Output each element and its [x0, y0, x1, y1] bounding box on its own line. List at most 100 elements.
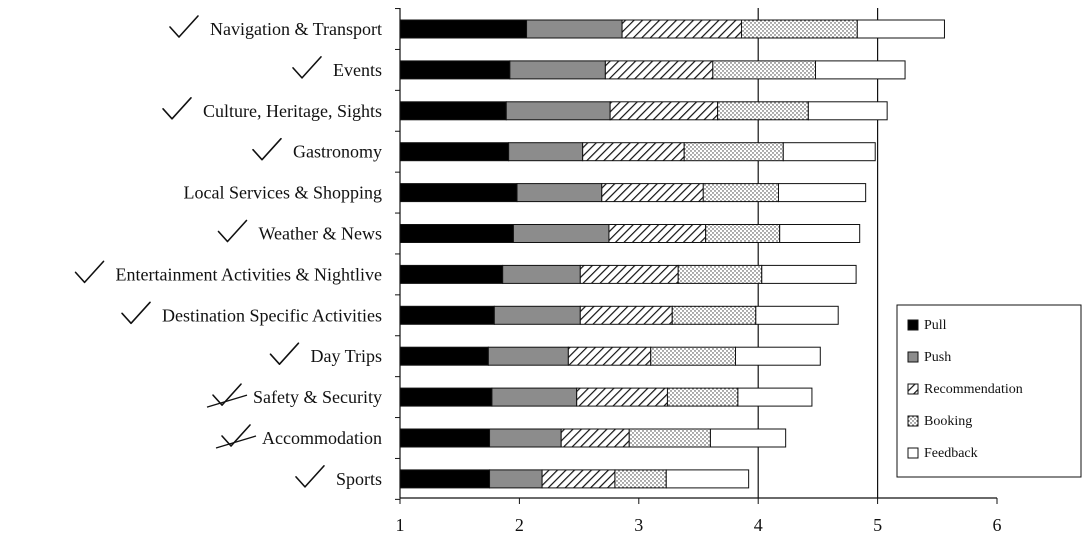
category-label: Gastronomy [293, 142, 382, 162]
struck-check-mark-icon [215, 424, 257, 449]
bar-segment-recommendation-5 [601, 183, 704, 203]
legend-swatch-recommendation [907, 383, 919, 395]
bar-segment-pull-4 [399, 142, 510, 162]
bar-segment-feedback-8 [755, 305, 839, 325]
bars-layer [399, 19, 945, 489]
x-tick-label: 3 [634, 515, 643, 535]
check-mark-icon [252, 137, 282, 161]
bar-segment-booking-9 [650, 346, 737, 366]
bar-segment-pull-2 [399, 60, 511, 80]
legend-box [896, 304, 1082, 478]
bar-segment-feedback-5 [777, 183, 867, 203]
bar-segment-pull-11 [399, 428, 491, 448]
check-mark-icon [162, 97, 192, 120]
bar-segment-recommendation-3 [609, 101, 719, 121]
strike-stroke [215, 435, 257, 449]
legend-swatch-feedback [907, 447, 919, 459]
bar-segment-push-7 [502, 264, 581, 284]
bar-segment-booking-1 [740, 19, 858, 39]
bar-segment-pull-1 [399, 19, 528, 39]
legend: Pull Push Recommendation Booking Feedback [896, 304, 1082, 478]
bar-segment-feedback-12 [665, 469, 750, 489]
bar-segment-feedback-1 [856, 19, 945, 39]
check-stroke [212, 383, 242, 406]
bar-segment-feedback-4 [782, 142, 876, 162]
bar-segment-push-5 [516, 183, 603, 203]
check-mark-icon [295, 465, 325, 488]
bar-segment-booking-2 [712, 60, 817, 80]
legend-label-push: Push [924, 350, 951, 365]
grid-layer [757, 8, 879, 498]
bar-segment-push-1 [526, 19, 623, 39]
bar-segment-push-4 [508, 142, 584, 162]
bar-segment-feedback-11 [709, 428, 787, 448]
bar-segment-recommendation-11 [560, 428, 630, 448]
category-label: Accommodation [262, 428, 382, 448]
axis-layer: 1 2 3 4 5 6 [395, 8, 1002, 535]
legend-swatch-pull [907, 319, 919, 331]
bar-segment-recommendation-8 [579, 305, 673, 325]
check-stroke [74, 260, 105, 284]
bar-segment-feedback-6 [779, 224, 861, 243]
bar-segment-recommendation-10 [576, 387, 668, 407]
check-mark-icon [74, 260, 105, 284]
bar-segment-pull-7 [399, 264, 504, 284]
struck-check-mark-icon [206, 383, 248, 408]
legend-label-booking: Booking [924, 414, 972, 429]
check-stroke [217, 219, 248, 243]
category-label: Weather & News [258, 224, 382, 244]
category-label: Navigation & Transport [210, 19, 382, 39]
category-label: Culture, Heritage, Sights [203, 101, 382, 121]
x-tick-label: 4 [754, 515, 763, 535]
check-stroke [169, 15, 199, 38]
bar-segment-pull-9 [399, 346, 489, 366]
legend-swatch-booking [907, 415, 919, 427]
bar-segment-booking-6 [705, 224, 781, 243]
category-label: Destination Specific Activities [162, 305, 382, 325]
labels-layer: Navigation & Transport Events Culture, Her… [74, 15, 382, 489]
category-label: Safety & Security [253, 387, 382, 407]
legend-label-recommendation: Recommendation [924, 382, 1023, 397]
bar-segment-pull-3 [399, 101, 507, 121]
check-stroke [269, 342, 300, 365]
bar-segment-booking-5 [702, 183, 779, 203]
check-stroke [221, 424, 251, 447]
bar-segment-recommendation-6 [608, 224, 707, 243]
x-tick-label: 6 [993, 515, 1002, 535]
check-stroke [292, 56, 322, 79]
bar-segment-pull-5 [399, 183, 518, 203]
bar-segment-pull-10 [399, 387, 493, 407]
bar-segment-booking-10 [666, 387, 739, 407]
check-stroke [162, 97, 192, 120]
strike-stroke [206, 394, 248, 408]
legend-label-pull: Pull [924, 318, 947, 333]
check-mark-icon [121, 301, 151, 325]
category-label: Local Services & Shopping [184, 183, 382, 203]
bar-segment-booking-4 [683, 142, 784, 162]
bar-segment-pull-6 [399, 224, 514, 243]
check-stroke [121, 301, 151, 325]
bar-segment-push-9 [487, 346, 569, 366]
category-label: Entertainment Activities & Nightlive [116, 264, 382, 284]
bar-segment-recommendation-2 [604, 60, 714, 80]
bar-segment-push-12 [489, 469, 543, 489]
bar-segment-push-3 [505, 101, 611, 121]
bar-segment-booking-3 [717, 101, 809, 121]
x-tick-label: 5 [873, 515, 882, 535]
bar-segment-recommendation-9 [567, 346, 652, 366]
bar-segment-push-10 [491, 387, 578, 407]
legend-label-feedback: Feedback [924, 446, 978, 461]
bar-segment-recommendation-1 [621, 19, 742, 39]
check-mark-icon [169, 15, 199, 38]
bar-segment-booking-12 [614, 469, 667, 489]
bar-segment-feedback-2 [815, 60, 906, 80]
bar-segment-pull-12 [399, 469, 491, 489]
check-mark-icon [292, 56, 322, 79]
bar-segment-feedback-3 [807, 101, 888, 121]
check-stroke [295, 465, 325, 488]
bar-segment-booking-11 [628, 428, 711, 448]
bar-segment-push-6 [512, 224, 610, 243]
bar-segment-push-8 [493, 305, 581, 325]
